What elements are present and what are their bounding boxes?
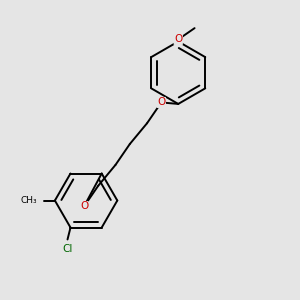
Text: O: O	[174, 34, 182, 44]
Text: Cl: Cl	[62, 244, 73, 254]
Text: O: O	[80, 202, 88, 212]
Text: CH₃: CH₃	[20, 196, 37, 205]
Text: O: O	[157, 98, 165, 107]
